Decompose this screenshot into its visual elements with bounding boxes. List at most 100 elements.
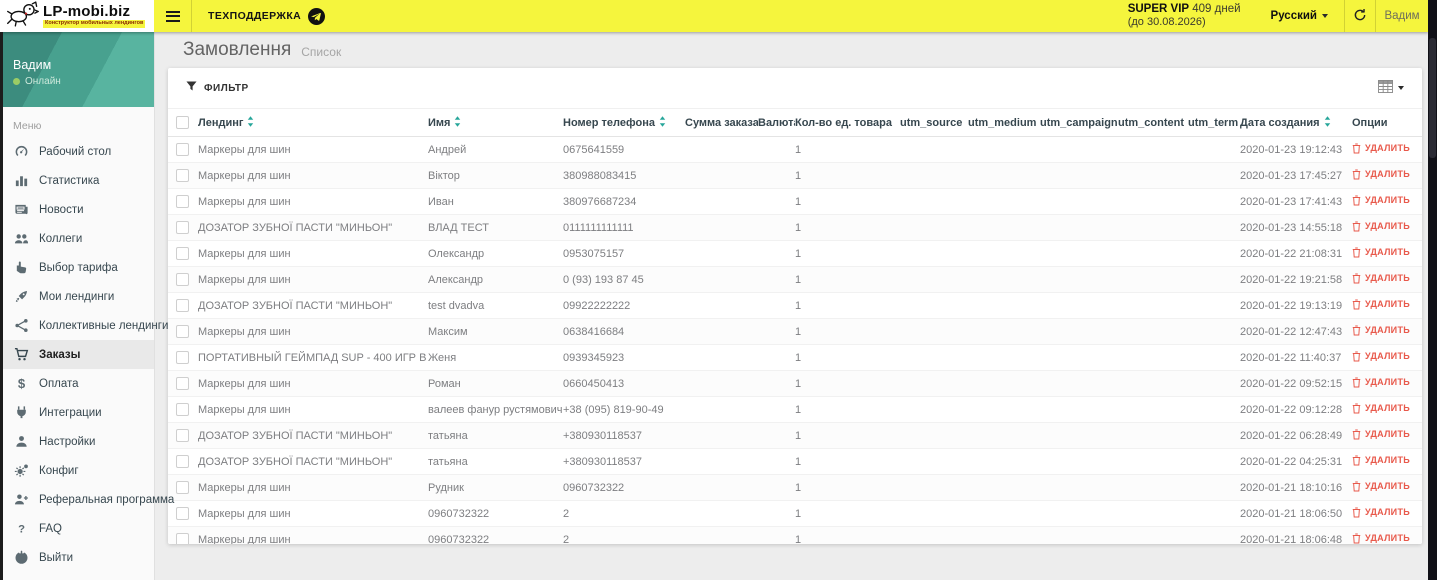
scrollbar-thumb[interactable] (1429, 38, 1436, 158)
column-header-name[interactable]: Имя (428, 108, 563, 137)
hamburger-menu-button[interactable] (154, 0, 192, 32)
refresh-button[interactable] (1345, 0, 1375, 32)
sidebar-item-news[interactable]: Новости (0, 195, 154, 224)
delete-button[interactable]: УДАЛИТЬ (1352, 247, 1410, 258)
cell-utm_term (1188, 214, 1240, 241)
sidebar-item-colleagues[interactable]: Коллеги (0, 224, 154, 253)
cell-utm_source (900, 474, 968, 501)
delete-button[interactable]: УДАЛИТЬ (1352, 455, 1410, 466)
language-selector[interactable]: Русский (1255, 0, 1344, 32)
row-checkbox[interactable] (176, 377, 189, 390)
select-all-checkbox[interactable] (176, 116, 189, 129)
sort-icon[interactable] (659, 115, 666, 130)
sidebar-item-landings[interactable]: Мои лендинги (0, 282, 154, 311)
cell-utm_content (1118, 266, 1188, 293)
delete-label: УДАЛИТЬ (1365, 429, 1411, 439)
delete-button[interactable]: УДАЛИТЬ (1352, 221, 1410, 232)
sort-icon[interactable] (247, 115, 254, 130)
sort-icon[interactable] (454, 115, 461, 130)
delete-button[interactable]: УДАЛИТЬ (1352, 533, 1410, 544)
table-row: ПОРТАТИВНЫЙ ГЕЙМПАД SUP - 400 ИГР В 1 Жен… (168, 344, 1422, 371)
delete-button[interactable]: УДАЛИТЬ (1352, 429, 1410, 440)
trash-icon (1352, 533, 1361, 543)
delete-button[interactable]: УДАЛИТЬ (1352, 169, 1410, 180)
row-checkbox[interactable] (176, 273, 189, 286)
cell-name: Женя (428, 344, 563, 371)
delete-label: УДАЛИТЬ (1365, 169, 1411, 179)
sort-icon[interactable] (1324, 115, 1331, 130)
delete-button[interactable]: УДАЛИТЬ (1352, 377, 1410, 388)
user-menu-button[interactable]: Вадим (1376, 0, 1428, 32)
column-header-phone[interactable]: Номер телефона (563, 108, 685, 137)
cell-utm_medium (968, 136, 1040, 163)
row-checkbox[interactable] (176, 247, 189, 260)
sidebar-item-share[interactable]: Коллективные лендинги (0, 311, 168, 340)
payment-icon: $ (13, 376, 29, 392)
sidebar-item-cart[interactable]: Заказы (0, 340, 154, 369)
subscription-plan: SUPER VIP 409 дней (до 30.08.2026) (1128, 0, 1255, 32)
landings-icon (13, 289, 29, 305)
sidebar-item-settings[interactable]: Настройки (0, 427, 154, 456)
sidebar-item-payment[interactable]: $ Оплата (0, 369, 154, 398)
row-checkbox[interactable] (176, 429, 189, 442)
integrations-icon (13, 405, 29, 421)
support-link[interactable]: ТЕХПОДДЕРЖКА (192, 0, 341, 32)
cell-utm_content (1118, 162, 1188, 189)
column-header-created[interactable]: Дата создания (1240, 108, 1352, 137)
filter-button[interactable]: ФИЛЬТР (186, 81, 249, 95)
sidebar-item-tariff[interactable]: Выбор тарифа (0, 253, 154, 282)
column-label: Валюта (758, 116, 795, 129)
column-header-landing[interactable]: Лендинг (198, 108, 428, 137)
row-checkbox[interactable] (176, 481, 189, 494)
row-checkbox[interactable] (176, 143, 189, 156)
row-checkbox[interactable] (176, 351, 189, 364)
delete-button[interactable]: УДАЛИТЬ (1352, 273, 1410, 284)
row-checkbox[interactable] (176, 169, 189, 182)
delete-button[interactable]: УДАЛИТЬ (1352, 299, 1410, 310)
sidebar-item-faq[interactable]: ? FAQ (0, 514, 154, 543)
delete-button[interactable]: УДАЛИТЬ (1352, 403, 1410, 414)
cell-currency (758, 422, 795, 449)
column-label: utm_source (900, 116, 963, 129)
delete-button[interactable]: УДАЛИТЬ (1352, 195, 1410, 206)
page-scrollbar[interactable] (1428, 0, 1437, 580)
row-checkbox[interactable] (176, 455, 189, 468)
sidebar-item-dashboard[interactable]: Рабочий стол (0, 137, 154, 166)
cell-currency (758, 292, 795, 319)
cell-landing: Маркеры для шин (198, 396, 428, 423)
delete-button[interactable]: УДАЛИТЬ (1352, 481, 1410, 492)
cell-utm_medium (968, 318, 1040, 345)
row-checkbox[interactable] (176, 507, 189, 520)
row-checkbox[interactable] (176, 533, 189, 544)
cell-phone: 380976687234 (563, 188, 685, 215)
row-checkbox[interactable] (176, 195, 189, 208)
cell-created: 2020-01-22 19:21:58 (1240, 266, 1352, 293)
row-checkbox[interactable] (176, 403, 189, 416)
cell-phone: 2 (563, 500, 685, 527)
sidebar-item-stats[interactable]: Статистика (0, 166, 154, 195)
brand-logo[interactable]: LP-mobi.biz Конструктор мобильных лендин… (0, 0, 154, 32)
columns-dropdown-button[interactable] (1378, 80, 1404, 96)
cell-utm_medium (968, 474, 1040, 501)
delete-button[interactable]: УДАЛИТЬ (1352, 351, 1410, 362)
delete-label: УДАЛИТЬ (1365, 455, 1411, 465)
delete-button[interactable]: УДАЛИТЬ (1352, 507, 1410, 518)
row-checkbox[interactable] (176, 325, 189, 338)
delete-button[interactable]: УДАЛИТЬ (1352, 325, 1410, 336)
cell-utm_source (900, 214, 968, 241)
sidebar-item-integrations[interactable]: Интеграции (0, 398, 154, 427)
stats-icon (13, 173, 29, 189)
sidebar-item-logout[interactable]: Выйти (0, 543, 154, 572)
column-label: Номер телефона (563, 116, 655, 129)
cell-utm_campaign (1040, 162, 1118, 189)
tariff-icon (13, 260, 29, 276)
cell-name: татьяна (428, 448, 563, 475)
sidebar-item-config[interactable]: Конфиг (0, 456, 154, 485)
table-row: ДОЗАТОР ЗУБНОЇ ПАСТИ "МИНЬОН" ВЛАД ТЕСТ 01… (168, 214, 1422, 241)
row-checkbox[interactable] (176, 221, 189, 234)
cell-landing: Маркеры для шин (198, 240, 428, 267)
cell-qty: 1 (795, 266, 900, 293)
delete-button[interactable]: УДАЛИТЬ (1352, 143, 1410, 154)
row-checkbox[interactable] (176, 299, 189, 312)
sidebar-item-referral[interactable]: Реферальная программа (0, 485, 174, 514)
